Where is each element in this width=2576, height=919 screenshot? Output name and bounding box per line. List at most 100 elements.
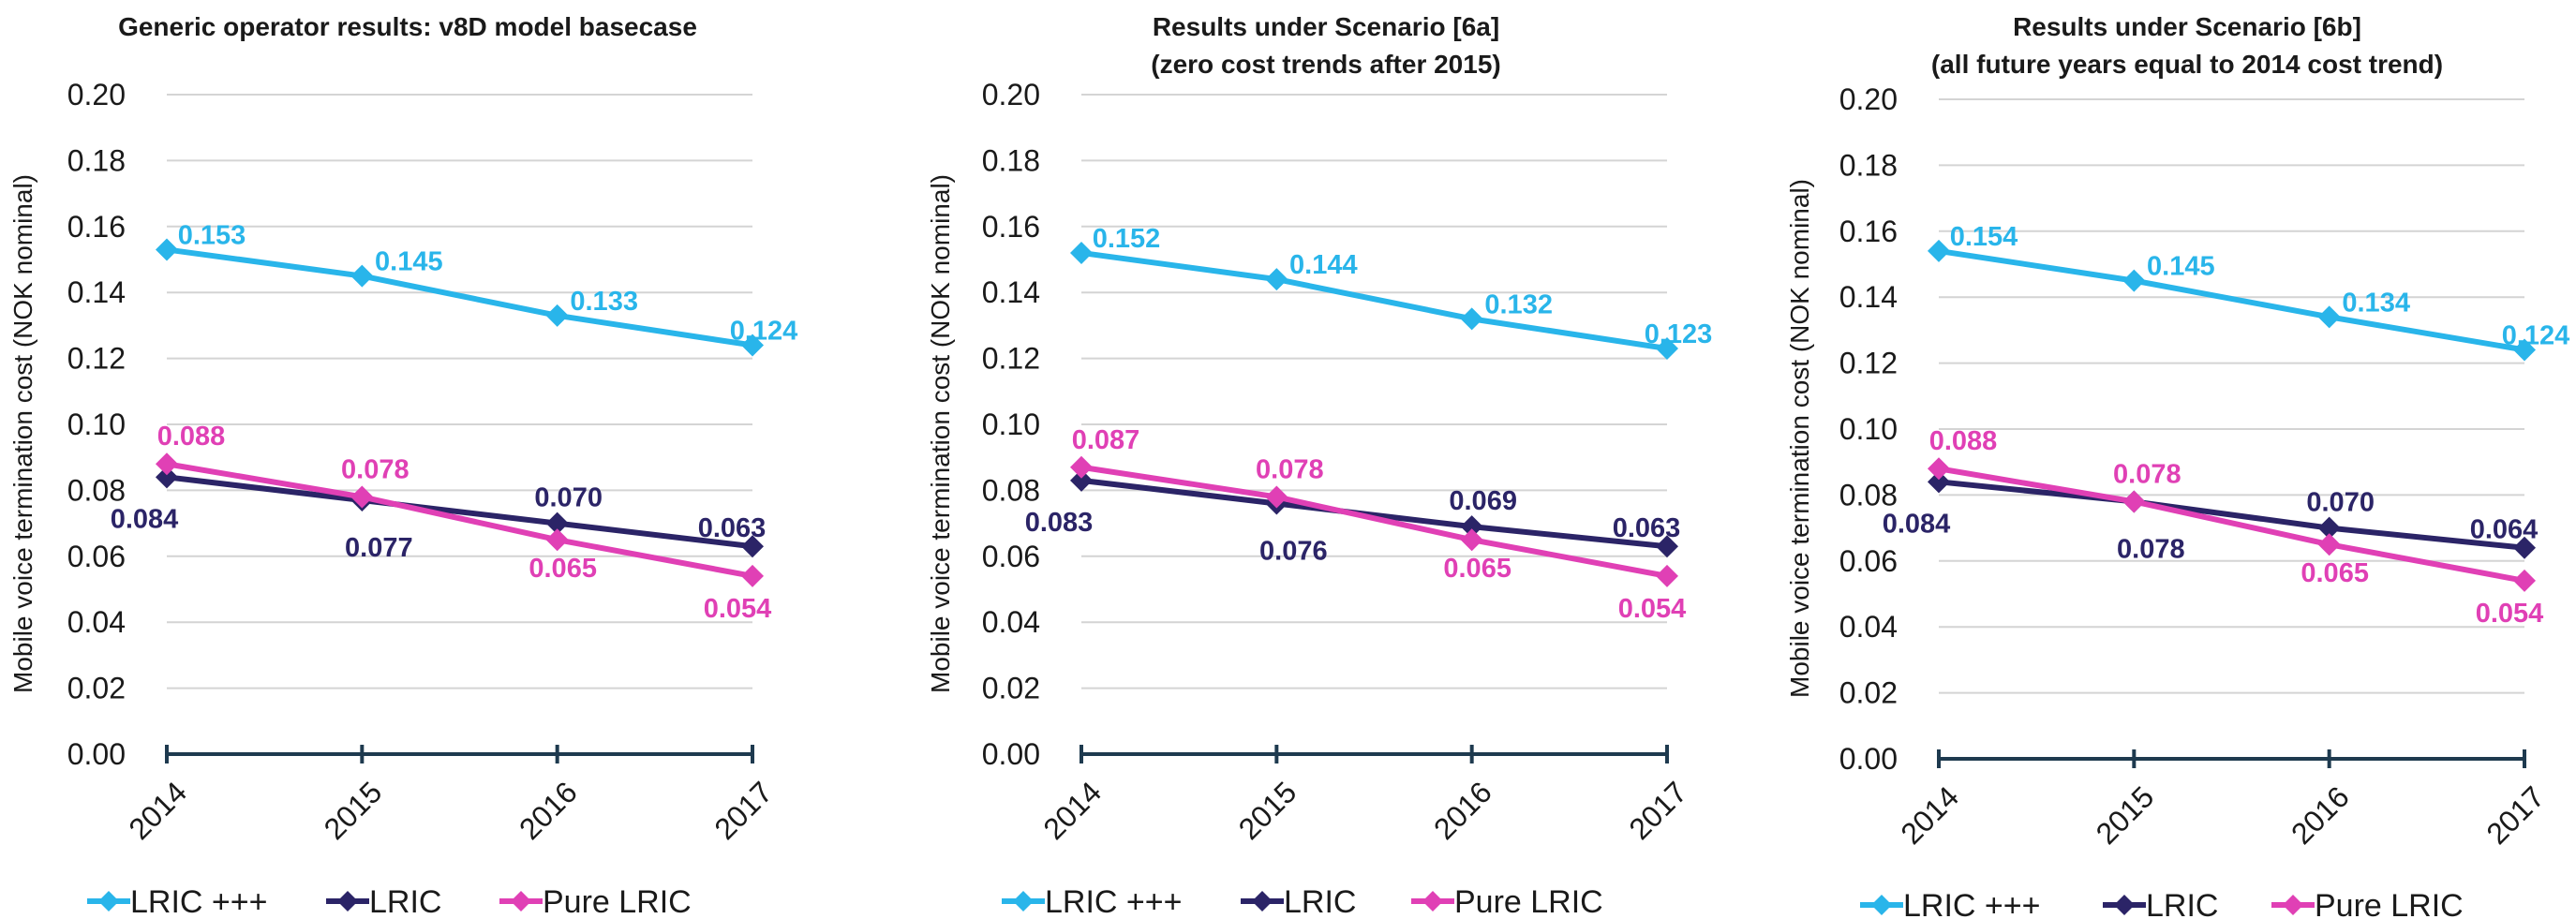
chart-1: Generic operator results: v8D model base… xyxy=(8,12,797,919)
data-point xyxy=(545,304,569,327)
data-point xyxy=(1928,239,1950,262)
y-tick-label: 0.20 xyxy=(1839,82,1898,116)
y-tick-label: 0.04 xyxy=(1839,610,1898,644)
data-label: 0.063 xyxy=(1613,513,1681,543)
data-point xyxy=(156,466,178,489)
data-label: 0.133 xyxy=(570,287,638,317)
y-tick-label: 0.00 xyxy=(1839,742,1898,776)
legend-marker xyxy=(2114,895,2135,915)
y-tick-label: 0.08 xyxy=(67,473,126,507)
x-tick-label: 2015 xyxy=(2090,779,2161,851)
y-tick-label: 0.10 xyxy=(1839,412,1898,446)
y-tick-label: 0.16 xyxy=(982,210,1040,244)
y-tick-label: 0.14 xyxy=(67,275,126,309)
data-point xyxy=(1460,307,1483,331)
y-tick-label: 0.12 xyxy=(982,342,1040,376)
data-point xyxy=(1656,564,1678,587)
y-tick-label: 0.00 xyxy=(67,737,126,771)
data-label: 0.065 xyxy=(1443,554,1511,584)
legend-item: LRIC xyxy=(1241,884,1356,919)
series-lric: 0.154 0.145 0.134 0.124 xyxy=(1928,222,2569,362)
y-tick-label: 0.06 xyxy=(982,540,1040,573)
data-label: 0.063 xyxy=(698,513,767,543)
data-label: 0.145 xyxy=(375,247,443,277)
legend-item: Pure LRIC xyxy=(2271,888,2464,919)
legend-label: LRIC +++ xyxy=(1903,888,2040,919)
data-label: 0.054 xyxy=(2476,599,2544,629)
data-point xyxy=(1070,455,1093,479)
y-tick-label: 0.08 xyxy=(1839,478,1898,511)
data-label: 0.054 xyxy=(1618,594,1687,624)
chart-title: Results under Scenario [6b] xyxy=(2013,12,2361,41)
y-tick-label: 0.08 xyxy=(982,473,1040,507)
data-point xyxy=(2513,569,2536,592)
y-axis-label: Mobile voice termination cost (NOK nomin… xyxy=(926,174,955,693)
chart-3: Results under Scenario [6b] (all future y… xyxy=(1785,12,2569,919)
data-label: 0.065 xyxy=(2301,558,2369,588)
data-point xyxy=(350,485,374,509)
data-label: 0.124 xyxy=(730,317,798,347)
data-point xyxy=(350,264,374,288)
series-line xyxy=(166,461,753,579)
data-point xyxy=(1460,528,1483,552)
x-tick-label: 2014 xyxy=(1894,779,1965,851)
legend-label: LRIC +++ xyxy=(1045,884,1182,919)
legend-item: LRIC +++ xyxy=(1860,888,2040,919)
data-label: 0.088 xyxy=(1929,426,1998,456)
series-line xyxy=(1080,464,1668,579)
data-point xyxy=(1070,468,1093,492)
series-line xyxy=(1938,247,2525,353)
y-tick-label: 0.12 xyxy=(1839,347,1898,380)
data-label: 0.088 xyxy=(157,422,226,452)
data-label: 0.087 xyxy=(1072,425,1140,455)
legend-label: Pure LRIC xyxy=(543,884,692,919)
data-label: 0.132 xyxy=(1484,289,1553,319)
data-label: 0.078 xyxy=(1256,454,1324,484)
data-point xyxy=(1928,457,1950,481)
y-tick-label: 0.10 xyxy=(982,408,1040,441)
legend-marker xyxy=(1013,891,1034,912)
data-label: 0.064 xyxy=(2470,515,2539,545)
data-point xyxy=(156,452,178,476)
y-tick-label: 0.02 xyxy=(67,672,126,705)
y-axis-label: Mobile voice termination cost (NOK nomin… xyxy=(8,174,37,693)
data-label: 0.084 xyxy=(111,504,179,534)
data-point xyxy=(2122,269,2146,292)
chart-2: Results under Scenario [6a] (zero cost tr… xyxy=(926,12,1712,919)
data-label: 0.145 xyxy=(2147,252,2215,282)
data-label: 0.153 xyxy=(178,220,246,250)
legend-label: LRIC xyxy=(369,884,441,919)
y-tick-label: 0.06 xyxy=(1839,544,1898,578)
data-point xyxy=(545,511,569,535)
data-point xyxy=(1265,485,1288,509)
data-point xyxy=(2513,338,2536,362)
data-point xyxy=(1928,470,1950,494)
data-point xyxy=(1265,268,1288,291)
legend-item: LRIC xyxy=(2103,888,2218,919)
legend-item: Pure LRIC xyxy=(499,884,692,919)
legend-marker xyxy=(1871,895,1892,915)
data-label: 0.054 xyxy=(704,594,772,624)
series-line xyxy=(1938,479,2525,551)
legend-marker xyxy=(2283,895,2303,915)
series-lric: 0.083 0.076 0.069 0.063 xyxy=(1025,468,1681,566)
data-label: 0.124 xyxy=(2502,321,2570,351)
data-label: 0.078 xyxy=(2117,534,2185,564)
legend-label: LRIC xyxy=(1284,884,1356,919)
data-label: 0.076 xyxy=(1259,536,1328,566)
data-point xyxy=(1656,535,1678,558)
series-pure-lric: 0.088 0.078 0.065 0.054 xyxy=(156,422,771,624)
x-tick-label: 2016 xyxy=(2285,779,2356,851)
y-tick-label: 0.06 xyxy=(67,540,126,573)
data-point xyxy=(741,334,764,357)
x-tick-label: 2015 xyxy=(318,775,389,846)
data-label: 0.070 xyxy=(534,483,603,513)
data-label: 0.078 xyxy=(2113,459,2181,489)
legend-item: LRIC +++ xyxy=(87,884,267,919)
x-tick-label: 2016 xyxy=(1427,775,1498,846)
series-line xyxy=(166,246,753,348)
legend-label: LRIC +++ xyxy=(130,884,267,919)
x-tick-label: 2017 xyxy=(1622,775,1693,846)
data-label: 0.069 xyxy=(1449,486,1517,516)
